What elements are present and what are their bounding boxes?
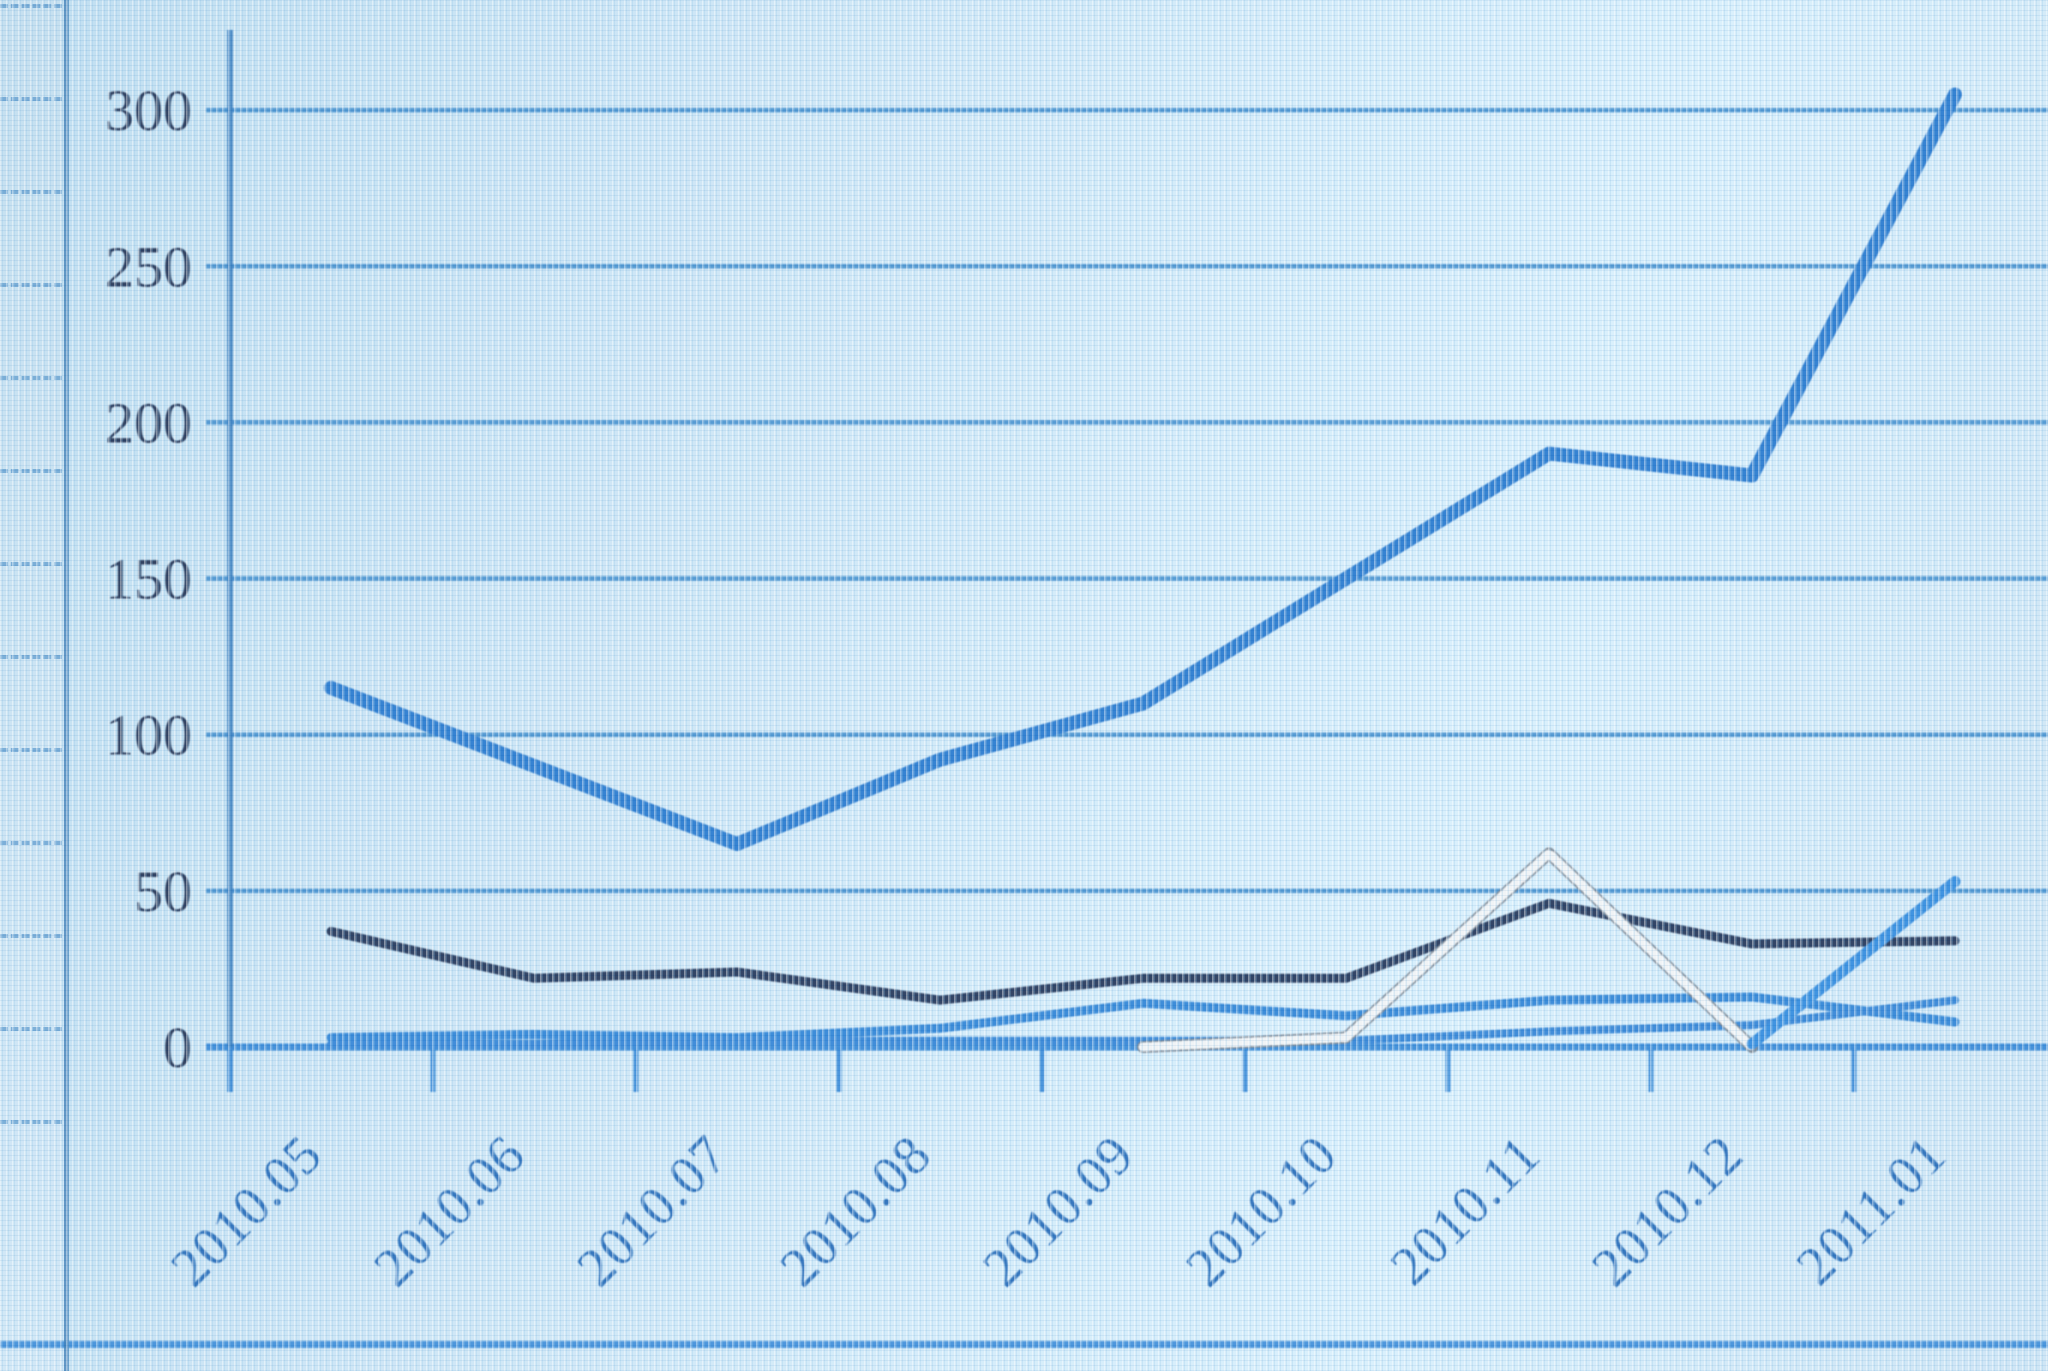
x-tick-label: 2010.08 (768, 1123, 942, 1297)
x-tick-label: 2011.01 (1784, 1123, 1957, 1296)
chart-line-steep-riser-blue (1746, 876, 1961, 1050)
bottom-window-border (0, 1341, 2048, 1348)
window-divider-line (64, 0, 69, 1371)
chart-line-white-hatched (1138, 848, 1757, 1052)
left-stub-line (0, 562, 62, 566)
y-tick-label: 100 (105, 703, 192, 768)
left-stub-line (0, 934, 62, 938)
left-stub-line (0, 283, 62, 287)
left-stub-line (0, 1027, 62, 1031)
x-tick-label: 2010.09 (971, 1123, 1145, 1297)
chart-line-medium-blue-wavy (326, 992, 1960, 1043)
y-tick-label: 150 (105, 547, 192, 612)
x-tick-label: 2010.12 (1580, 1123, 1754, 1297)
left-stub-line (0, 190, 62, 194)
y-tick-label: 250 (105, 234, 192, 299)
y-tick-label: 50 (134, 859, 192, 924)
left-stub-line (0, 97, 62, 101)
chart-line-dark-navy (326, 898, 1960, 1005)
chart-line-flat-low-blue-rise (327, 996, 1959, 1048)
left-stub-line (0, 376, 62, 380)
left-stub-line (0, 1120, 62, 1124)
x-tick-label: 2010.11 (1378, 1123, 1551, 1296)
left-stub-line (0, 4, 62, 8)
left-window-pane (0, 0, 64, 1371)
left-stub-line (0, 748, 62, 752)
x-tick-label: 2010.05 (159, 1123, 333, 1297)
x-tick-label: 2010.07 (565, 1123, 739, 1297)
left-stub-line (0, 469, 62, 473)
left-stub-line (0, 841, 62, 845)
y-tick-label: 300 (105, 78, 192, 143)
y-tick-label: 0 (163, 1015, 192, 1080)
x-tick-label: 2010.06 (362, 1123, 536, 1297)
left-stub-line (0, 655, 62, 659)
y-tick-label: 200 (105, 390, 192, 455)
x-tick-label: 2010.10 (1174, 1123, 1348, 1297)
chart-line-primary-thick-blue (324, 87, 1962, 851)
